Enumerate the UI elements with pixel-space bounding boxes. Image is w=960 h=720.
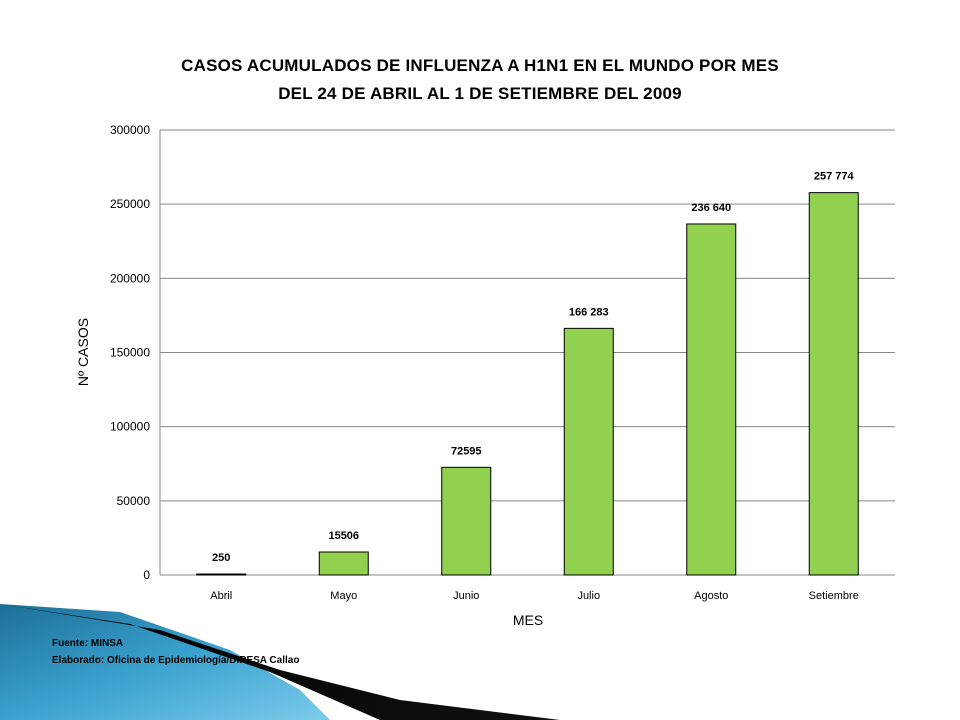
bar-junio	[441, 466, 492, 576]
x-tick-label: Mayo	[330, 590, 357, 602]
author-note: Elaborado: Oficina de Epidemiología/DIRE…	[52, 655, 300, 666]
y-tick-label: 50000	[117, 494, 151, 508]
y-tick-label: 300000	[110, 123, 150, 137]
data-label: 166 283	[569, 306, 609, 318]
x-axis-title: MES	[513, 612, 543, 628]
x-tick-label: Junio	[453, 590, 479, 602]
x-tick-label: Abril	[210, 590, 232, 602]
data-label: 72595	[451, 445, 482, 457]
bar-agosto	[686, 223, 737, 576]
y-tick-label: 100000	[110, 420, 150, 434]
data-label: 250	[212, 552, 230, 564]
y-tick-label: 0	[143, 568, 150, 582]
y-axis-title: Nº CASOS	[75, 318, 91, 386]
data-label: 15506	[328, 530, 359, 542]
x-tick-label: Julio	[577, 590, 600, 602]
bar-mayo	[318, 551, 369, 576]
data-label: 257 774	[814, 171, 855, 183]
chart-subtitle: DEL 24 DE ABRIL AL 1 DE SETIEMBRE DEL 20…	[278, 84, 682, 103]
source-note: Fuente: MINSA	[52, 638, 124, 649]
y-tick-label: 150000	[110, 346, 150, 360]
x-tick-label: Agosto	[694, 590, 728, 602]
bar-setiembre	[808, 192, 859, 576]
x-tick-label: Setiembre	[809, 590, 859, 602]
y-tick-label: 250000	[110, 197, 150, 211]
data-label: 236 640	[691, 202, 731, 214]
bar-julio	[563, 327, 614, 576]
bar-abril	[196, 573, 247, 576]
chart-title: CASOS ACUMULADOS DE INFLUENZA A H1N1 EN …	[181, 56, 779, 75]
y-tick-label: 200000	[110, 271, 150, 285]
